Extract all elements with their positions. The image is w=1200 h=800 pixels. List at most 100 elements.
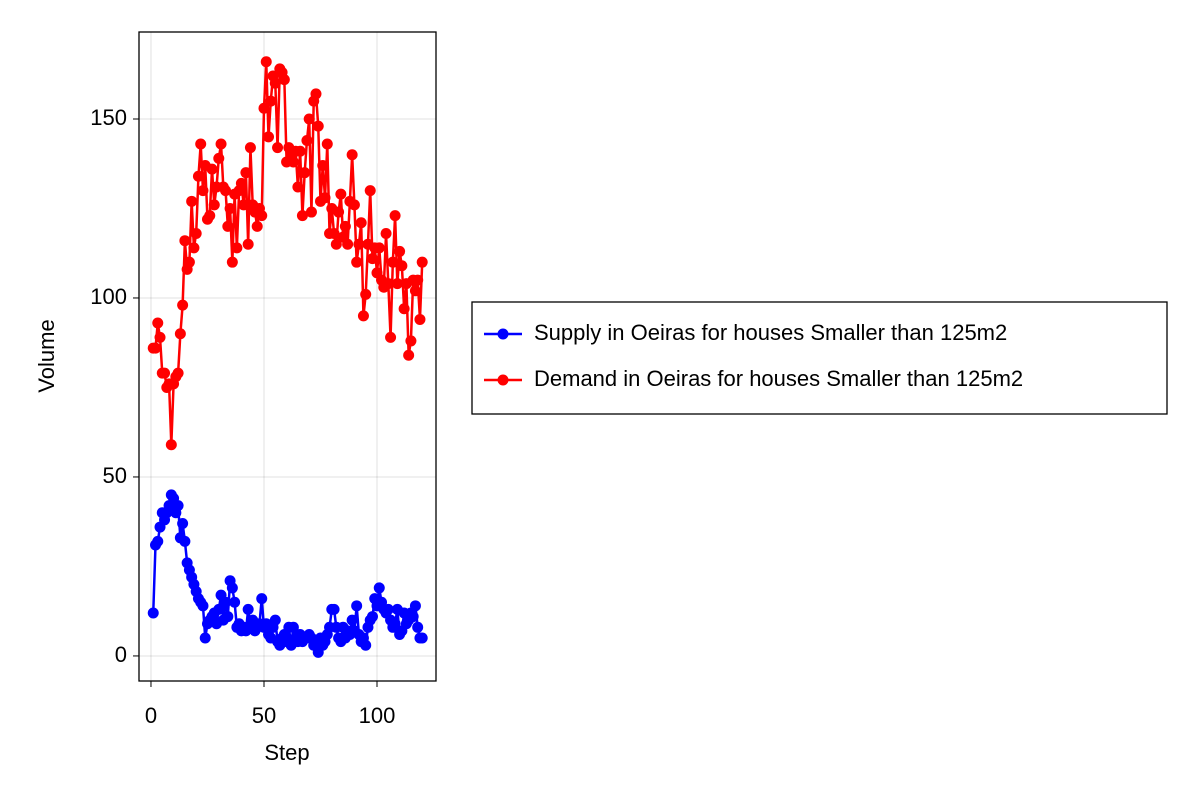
legend-box	[471, 301, 1168, 415]
point	[244, 142, 256, 154]
point	[394, 245, 406, 257]
point	[409, 600, 421, 612]
point	[294, 145, 306, 157]
point	[251, 220, 263, 232]
point	[346, 149, 358, 161]
plot-frame	[138, 31, 437, 682]
point	[195, 138, 207, 150]
point	[407, 611, 419, 623]
point	[396, 260, 408, 272]
point	[152, 317, 164, 329]
point	[179, 535, 191, 547]
point	[199, 632, 211, 644]
point	[258, 102, 270, 114]
point	[398, 303, 410, 315]
point	[296, 210, 308, 222]
x-axis-label: Step	[264, 740, 309, 765]
point	[174, 328, 186, 340]
point	[256, 593, 268, 605]
legend-marker	[497, 374, 509, 386]
point	[389, 210, 401, 222]
point	[380, 228, 392, 240]
point	[414, 313, 426, 325]
x-tick-label: 0	[145, 703, 157, 728]
point	[260, 56, 272, 68]
point	[263, 131, 275, 143]
point	[272, 142, 284, 154]
point	[287, 621, 299, 633]
point	[303, 113, 315, 125]
point	[215, 138, 227, 150]
point	[412, 274, 424, 286]
point	[222, 611, 234, 623]
point	[208, 199, 220, 211]
legend: Supply in Oeiras for houses Smaller than…	[471, 301, 1168, 415]
point	[172, 500, 184, 512]
point	[339, 220, 351, 232]
point	[183, 256, 195, 268]
point	[346, 614, 358, 626]
point	[256, 210, 268, 222]
point	[222, 220, 234, 232]
point	[355, 217, 367, 229]
point	[416, 256, 428, 268]
legend-label: Demand in Oeiras for houses Smaller than…	[534, 366, 1023, 391]
point	[197, 600, 209, 612]
point	[220, 596, 232, 608]
point	[231, 242, 243, 254]
point	[213, 152, 225, 164]
point	[333, 206, 345, 218]
x-tick-label: 100	[359, 703, 396, 728]
point	[224, 202, 236, 214]
point	[312, 120, 324, 132]
point	[299, 167, 311, 179]
point	[238, 199, 250, 211]
point	[179, 235, 191, 247]
point	[213, 603, 225, 615]
y-tick-label: 0	[115, 642, 127, 667]
point	[172, 367, 184, 379]
point	[405, 335, 417, 347]
point	[192, 170, 204, 182]
point	[220, 185, 232, 197]
point	[204, 210, 216, 222]
point	[348, 199, 360, 211]
point	[154, 331, 166, 343]
point	[319, 192, 331, 204]
point	[186, 195, 198, 207]
point	[188, 242, 200, 254]
y-tick-label: 150	[90, 105, 127, 130]
point	[287, 156, 299, 168]
y-tick-label: 100	[90, 284, 127, 309]
point	[328, 603, 340, 615]
point	[177, 517, 189, 529]
point	[150, 342, 161, 354]
point	[229, 596, 241, 608]
point	[226, 256, 238, 268]
x-tick-label: 50	[252, 703, 276, 728]
point	[242, 603, 254, 615]
y-tick-label: 50	[103, 463, 127, 488]
point	[389, 618, 401, 630]
point	[235, 177, 247, 189]
point	[197, 185, 209, 197]
point	[403, 349, 415, 361]
point	[351, 600, 363, 612]
point	[342, 238, 354, 250]
point	[269, 77, 281, 89]
point	[159, 367, 171, 379]
point	[240, 167, 252, 179]
point	[360, 288, 372, 300]
point	[391, 278, 403, 290]
point	[373, 582, 385, 594]
point	[328, 228, 340, 240]
point	[364, 185, 376, 197]
point	[353, 238, 365, 250]
point	[269, 614, 281, 626]
point	[366, 611, 378, 623]
point	[292, 181, 304, 193]
point	[387, 256, 399, 268]
point	[373, 242, 385, 254]
point	[335, 188, 347, 200]
